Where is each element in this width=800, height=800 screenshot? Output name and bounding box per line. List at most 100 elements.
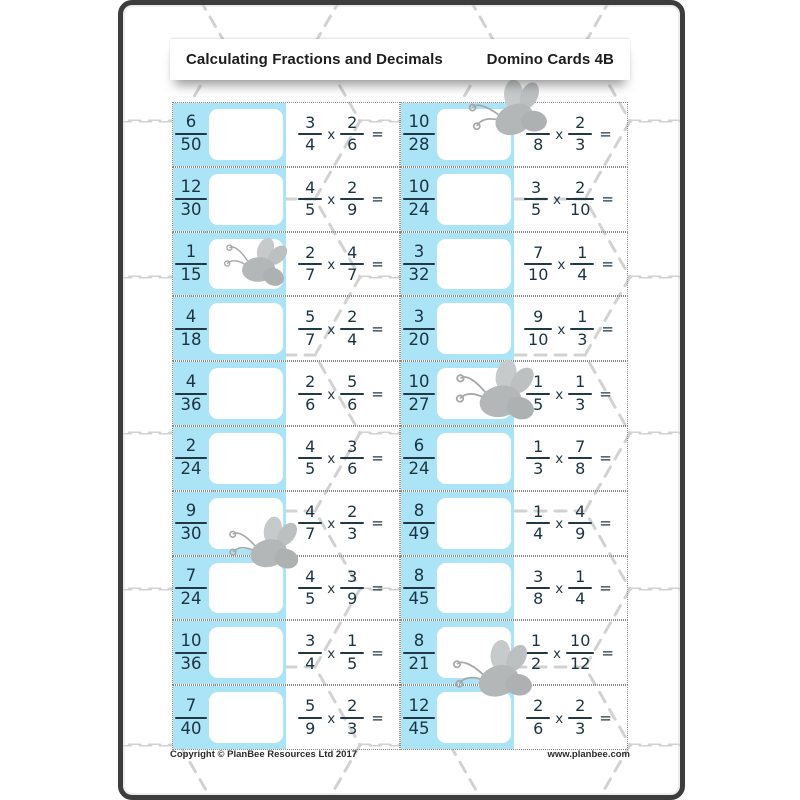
answer-numerator: 10 [180, 630, 202, 650]
problem-side: 9 10 x 1 3 = [514, 297, 627, 360]
fraction-numerator: 2 [347, 177, 358, 197]
fraction-bar [403, 262, 435, 265]
answer-write-box [209, 303, 283, 355]
fraction-denominator: 3 [575, 394, 586, 414]
fraction-bar [403, 651, 435, 654]
problem-side: 3 5 x 2 10 = [514, 168, 627, 231]
answer-write-box [209, 368, 283, 419]
fraction-numerator: 4 [305, 177, 316, 197]
worksheet-footer: Copyright © PlanBee Resources Ltd 2017 w… [170, 749, 630, 760]
fraction-denominator: 3 [533, 459, 544, 479]
answer-numerator: 12 [408, 695, 430, 715]
fraction-bar [403, 392, 435, 395]
fraction-numerator: 4 [305, 436, 316, 456]
problem-fraction-2: 1 3 [570, 307, 595, 349]
fraction-denominator: 3 [575, 135, 586, 155]
fraction-numerator: 5 [305, 307, 316, 327]
answer-denominator: 30 [180, 524, 202, 544]
fraction-bar [340, 327, 365, 330]
equals-sign: = [371, 384, 384, 403]
fraction-numerator: 4 [575, 501, 586, 521]
problem-fraction-2: 7 8 [568, 437, 593, 479]
fraction-bar [403, 133, 435, 136]
fraction-denominator: 7 [347, 264, 358, 284]
problem-side: 3 8 x 1 4 = [514, 557, 627, 620]
fraction-denominator: 6 [347, 459, 358, 479]
answer-write-box [209, 173, 283, 225]
fraction-denominator: 8 [533, 588, 544, 608]
equals-sign: = [371, 578, 384, 597]
answer-fraction: 8 21 [403, 631, 435, 674]
problem-fraction-2: 4 9 [568, 501, 593, 544]
fraction-numerator: 1 [575, 372, 586, 392]
fraction-denominator: 5 [305, 459, 316, 479]
answer-numerator: 7 [185, 566, 197, 585]
fraction-denominator: 4 [533, 524, 544, 544]
fraction-bar [340, 457, 365, 460]
answer-side: 10 24 [401, 167, 514, 231]
fraction-bar [340, 198, 365, 201]
page-title: Calculating Fractions and Decimals [186, 51, 443, 68]
answer-numerator: 3 [413, 242, 425, 262]
problem-fraction-2: 1 4 [570, 243, 595, 285]
fraction-numerator: 2 [575, 113, 586, 132]
equals-sign: = [599, 708, 612, 727]
answer-denominator: 24 [180, 588, 202, 608]
fraction-bar [570, 262, 595, 265]
problem-fraction-1: 1 3 [526, 437, 551, 479]
answer-side: 6 24 [401, 426, 514, 490]
equals-sign: = [601, 319, 614, 338]
fraction-bar [403, 716, 435, 719]
answer-write-box [209, 692, 283, 743]
fraction-bar [403, 522, 435, 525]
answer-denominator: 50 [180, 135, 202, 155]
fraction-denominator: 8 [575, 459, 586, 479]
fraction-denominator: 6 [533, 718, 544, 738]
fraction-bar [403, 586, 435, 589]
fraction-bar [175, 457, 207, 460]
problem-fraction-1: 2 7 [298, 243, 323, 285]
problem-fraction-1: 3 5 [524, 178, 549, 220]
fraction-numerator: 2 [347, 696, 358, 716]
answer-denominator: 36 [180, 394, 202, 414]
domino-card: 10 36 3 4 x 1 5 = [172, 620, 400, 686]
bee-icon [225, 512, 307, 579]
problem-fraction-1: 3 4 [298, 631, 323, 673]
multiply-sign: x [553, 192, 562, 209]
problem-fraction-2: 3 6 [340, 437, 365, 479]
problem-fraction-1: 5 7 [298, 307, 323, 349]
multiply-sign: x [327, 256, 336, 273]
fraction-bar [568, 522, 593, 525]
multiply-sign: x [327, 192, 336, 209]
fraction-bar [298, 262, 323, 265]
fraction-denominator: 2 [530, 653, 542, 673]
fraction-denominator: 9 [305, 718, 316, 738]
multiply-sign: x [327, 580, 336, 597]
answer-fraction: 6 50 [175, 112, 207, 155]
fraction-denominator: 12 [570, 653, 591, 673]
answer-side: 4 36 [173, 362, 286, 425]
fraction-numerator: 3 [533, 566, 544, 586]
fraction-bar [566, 198, 595, 201]
problem-side: 1 5 x 1 3 = [514, 362, 627, 425]
answer-denominator: 45 [408, 718, 430, 738]
domino-card: 7 40 5 9 x 2 3 = [172, 685, 400, 750]
answer-side: 9 30 [173, 491, 286, 555]
page-badge: Domino Cards 4B [486, 51, 614, 68]
answer-numerator: 7 [185, 695, 197, 715]
problem-side: 5 9 x 2 3 = [286, 686, 399, 749]
fraction-bar [340, 586, 365, 589]
cards-column-left: 6 50 3 4 x 2 6 = 12 [172, 102, 400, 750]
answer-numerator: 4 [185, 371, 197, 391]
equals-sign: = [371, 254, 384, 273]
domino-card: 6 50 3 4 x 2 6 = [172, 102, 400, 167]
fraction-bar [298, 457, 323, 460]
answer-fraction: 12 30 [175, 177, 207, 220]
multiply-sign: x [555, 127, 564, 144]
equals-sign: = [371, 643, 384, 662]
answer-denominator: 21 [408, 653, 430, 673]
fraction-denominator: 10 [528, 329, 549, 349]
answer-fraction: 10 24 [403, 177, 435, 220]
fraction-bar [403, 327, 435, 330]
domino-card: 2 24 4 5 x 3 6 = [172, 425, 400, 491]
